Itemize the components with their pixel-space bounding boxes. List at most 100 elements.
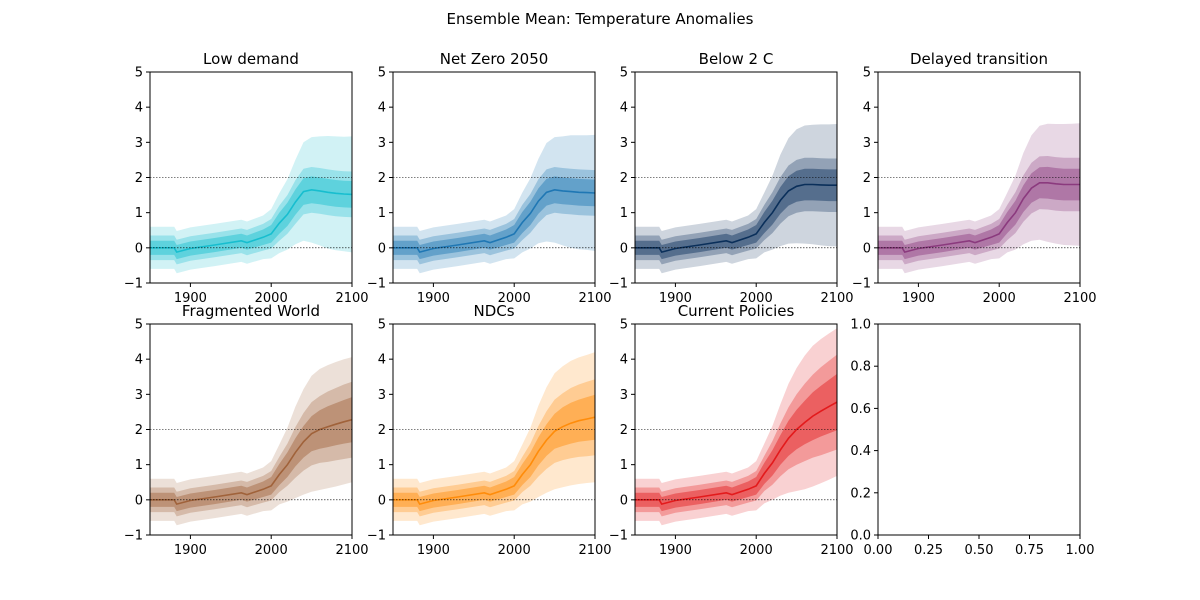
band-inner-band — [635, 168, 837, 260]
y-tick-label: 3 — [135, 136, 143, 151]
band-outer-band — [393, 134, 595, 274]
y-tick-label: 4 — [620, 101, 628, 116]
x-tick-label: 2000 — [498, 291, 531, 306]
y-tick-label: 2 — [620, 423, 628, 438]
plot-data — [150, 357, 352, 526]
y-tick-label: 0.6 — [850, 402, 871, 417]
y-tick-label: 4 — [863, 101, 871, 116]
y-tick-label: 1 — [620, 206, 628, 221]
chart-panel-3: −1 0 1 2 3 4 5 1900 2000 2100 Below 2 C — [609, 50, 854, 306]
x-tick-label: 1900 — [174, 543, 207, 558]
y-tick-label: 0.2 — [850, 486, 871, 501]
x-tick-label: 1900 — [659, 543, 692, 558]
y-tick-label: −1 — [367, 529, 386, 544]
y-tick-label: 3 — [620, 136, 628, 151]
y-tick-label: 0.0 — [850, 529, 871, 544]
y-tick-label: 2 — [135, 171, 143, 186]
x-tick-label: 0.00 — [864, 543, 893, 558]
figure-title: Ensemble Mean: Temperature Anomalies — [447, 10, 754, 28]
band-mid-band — [635, 157, 837, 265]
band-mid-band — [878, 156, 1080, 265]
band-inner-band — [635, 373, 837, 512]
y-tick-label: 0.4 — [850, 444, 871, 459]
x-tick-label: 2000 — [255, 291, 288, 306]
x-tick-label: 2100 — [335, 291, 368, 306]
mean-line — [393, 188, 595, 254]
panel-title: Net Zero 2050 — [440, 50, 549, 68]
y-tick-label: −1 — [609, 529, 628, 544]
y-tick-label: 0 — [378, 493, 386, 508]
y-tick-label: −1 — [124, 529, 143, 544]
y-tick-label: 1 — [378, 458, 386, 473]
band-outer-band — [150, 136, 352, 274]
plot-data — [635, 328, 837, 526]
plot-data — [878, 123, 1080, 274]
y-tick-label: −1 — [852, 277, 871, 292]
y-tick-label: 3 — [620, 388, 628, 403]
y-tick-label: 3 — [378, 388, 386, 403]
chart-panel-8: 0.0 0.2 0.4 0.6 0.8 1.0 0.00 0.25 0.50 0.75 1.00 — [850, 318, 1094, 559]
band-outer-band — [150, 357, 352, 526]
y-tick-label: −1 — [609, 277, 628, 292]
x-tick-label: 2100 — [578, 543, 611, 558]
y-tick-label: 0 — [135, 493, 143, 508]
panel-title: NDCs — [473, 302, 514, 320]
y-tick-label: 0.8 — [850, 360, 871, 375]
plot-data — [635, 124, 837, 274]
y-tick-label: 0 — [620, 493, 628, 508]
y-tick-label: 1 — [863, 206, 871, 221]
x-tick-label: 2100 — [578, 291, 611, 306]
x-tick-label: 1.00 — [1066, 543, 1095, 558]
x-tick-label: 1900 — [417, 291, 450, 306]
band-mid-band — [150, 167, 352, 265]
y-tick-label: 5 — [620, 318, 628, 333]
chart-panel-7: −1 0 1 2 3 4 5 1900 2000 2100 Current Policies — [609, 302, 854, 558]
y-tick-label: 5 — [863, 66, 871, 81]
x-tick-label: 1900 — [659, 291, 692, 306]
chart-panel-6: −1 0 1 2 3 4 5 1900 2000 2100 NDCs — [367, 302, 612, 558]
plot-data — [393, 352, 595, 526]
panel-title: Below 2 C — [699, 50, 774, 68]
mean-line — [150, 418, 352, 506]
y-tick-label: 3 — [378, 136, 386, 151]
chart-panel-4: −1 0 1 2 3 4 5 1900 2000 2100 Delayed transition — [852, 50, 1097, 306]
panel-title: Current Policies — [678, 302, 795, 320]
y-tick-label: 1 — [620, 458, 628, 473]
y-tick-label: 4 — [378, 101, 386, 116]
x-tick-label: 2000 — [255, 543, 288, 558]
y-tick-label: 2 — [620, 171, 628, 186]
x-tick-label: 2000 — [983, 291, 1016, 306]
x-tick-label: 2000 — [740, 291, 773, 306]
mean-line — [150, 188, 352, 254]
chart-panel-5: −1 0 1 2 3 4 5 1900 2000 2100 Fragmented World — [124, 302, 369, 558]
mean-line — [635, 183, 837, 254]
x-tick-label: 0.25 — [914, 543, 943, 558]
mean-line — [393, 416, 595, 506]
band-mid-band — [393, 167, 595, 265]
x-tick-label: 2100 — [820, 291, 853, 306]
y-tick-label: 5 — [620, 66, 628, 81]
panel-title: Low demand — [203, 50, 299, 68]
mean-line — [635, 401, 837, 506]
x-tick-label: 0.50 — [965, 543, 994, 558]
y-tick-label: 4 — [378, 353, 386, 368]
band-outer-band — [635, 124, 837, 274]
y-tick-label: 3 — [135, 388, 143, 403]
plot-data — [150, 136, 352, 274]
y-tick-label: −1 — [367, 277, 386, 292]
y-tick-label: 4 — [135, 101, 143, 116]
panel-title: Fragmented World — [182, 302, 320, 320]
x-tick-label: 2000 — [740, 543, 773, 558]
y-tick-label: 4 — [620, 353, 628, 368]
chart-panel-1: −1 0 1 2 3 4 5 1900 2000 2100 Low demand — [124, 50, 369, 306]
y-tick-label: 0 — [378, 241, 386, 256]
band-inner-band — [150, 176, 352, 260]
y-tick-label: 5 — [135, 318, 143, 333]
y-tick-label: 5 — [378, 318, 386, 333]
x-tick-label: 2000 — [498, 543, 531, 558]
y-tick-label: 2 — [863, 171, 871, 186]
y-tick-label: 0 — [135, 241, 143, 256]
x-tick-label: 2100 — [820, 543, 853, 558]
